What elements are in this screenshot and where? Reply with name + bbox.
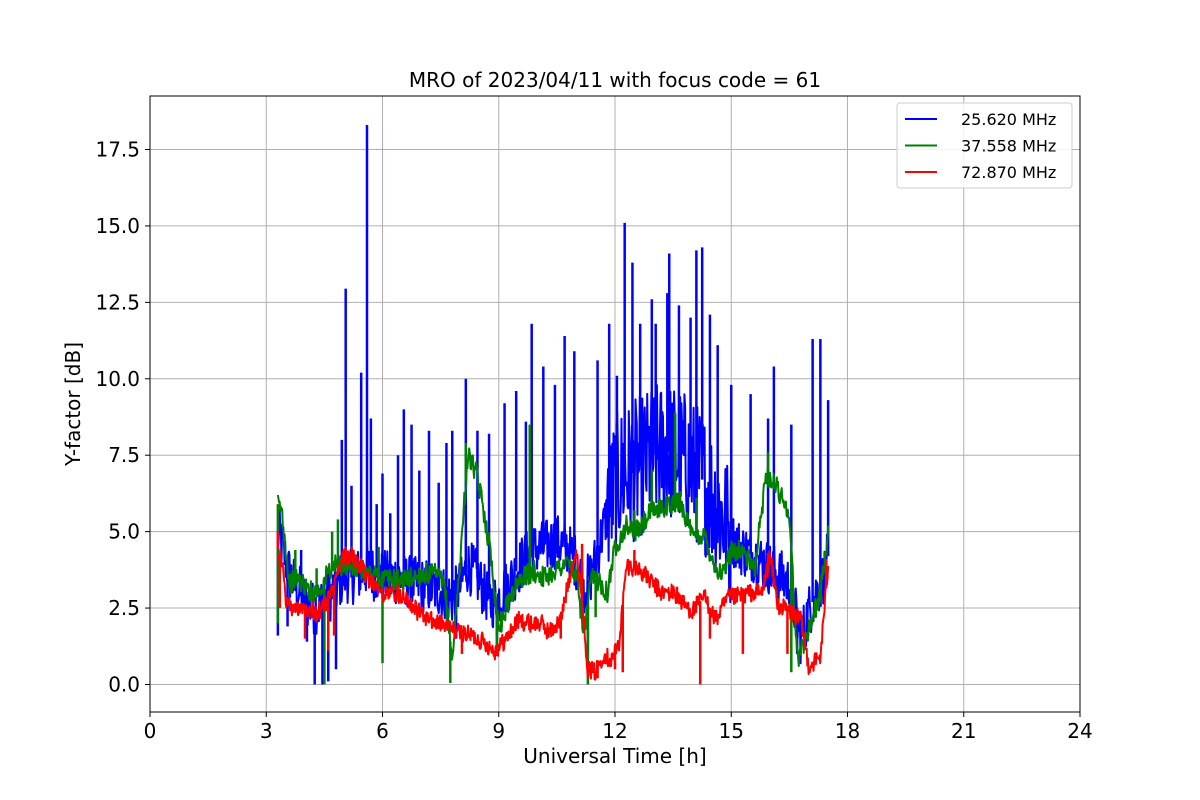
series-layer: [276, 125, 830, 685]
x-tick-label: 9: [492, 719, 505, 743]
x-tick-label: 15: [719, 719, 744, 743]
y-axis-title: Y-factor [dB]: [61, 342, 85, 467]
x-tick-label: 21: [951, 719, 976, 743]
series-2: [276, 531, 830, 685]
series-line: [276, 447, 830, 667]
series-line: [277, 546, 830, 681]
ticks: 0 3 6 9 12 15 18 21 24 0.0 2.5 5.0 7.5 10.0 12.5 15.0 17…: [95, 137, 1092, 743]
x-tick-label: 0: [144, 719, 157, 743]
y-tick-label: 5.0: [108, 520, 140, 544]
x-tick-label: 18: [835, 719, 860, 743]
y-tick-label: 12.5: [95, 290, 140, 314]
x-tick-label: 6: [376, 719, 389, 743]
legend: 25.620 MHz 37.558 MHz 72.870 MHz: [896, 102, 1073, 189]
legend-label: 25.620 MHz: [961, 110, 1056, 129]
y-tick-label: 15.0: [95, 214, 140, 238]
y-tick-label: 17.5: [95, 137, 140, 161]
x-tick-label: 24: [1067, 719, 1092, 743]
x-tick-label: 12: [602, 719, 627, 743]
legend-label: 72.870 MHz: [961, 163, 1056, 182]
x-tick-label: 3: [260, 719, 273, 743]
legend-label: 37.558 MHz: [961, 137, 1056, 156]
x-axis-title: Universal Time [h]: [523, 744, 706, 768]
series-line: [276, 384, 830, 665]
series-0: [276, 125, 830, 685]
chart-title: MRO of 2023/04/11 with focus code = 61: [409, 68, 821, 92]
y-tick-label: 2.5: [108, 596, 140, 620]
y-tick-label: 0.0: [108, 672, 140, 696]
legend-box: [896, 102, 1073, 189]
y-tick-label: 7.5: [108, 443, 140, 467]
y-tick-label: 10.0: [95, 367, 140, 391]
